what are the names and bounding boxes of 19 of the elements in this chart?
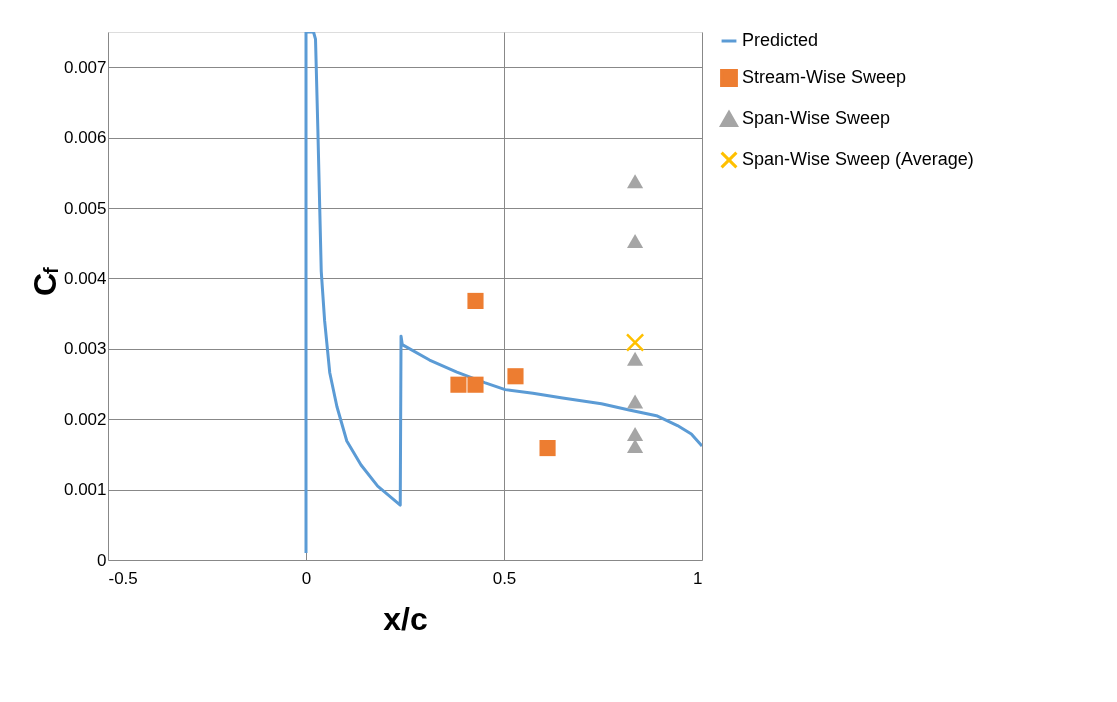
legend-label: Stream-Wise Sweep — [742, 67, 907, 87]
y-tick-label: 0.007 — [63, 57, 107, 77]
x-tick-label: 0 — [301, 568, 312, 588]
y-tick-label: 0.001 — [63, 480, 107, 500]
legend-label: Span-Wise Sweep (Average) — [742, 149, 974, 169]
legend-label: Span-Wise Sweep — [742, 108, 891, 128]
x-axis-title: x/c — [383, 600, 428, 637]
y-tick-label: 0.005 — [63, 198, 107, 218]
y-tick-label: 0.003 — [63, 339, 107, 359]
y-tick-label: 0.002 — [63, 409, 107, 429]
y-tick-label: 0.004 — [63, 268, 107, 288]
y-tick-label: 0.006 — [63, 128, 107, 148]
y-tick-label: 0 — [97, 550, 107, 570]
x-tick-label: 1 — [693, 568, 703, 588]
line-series — [304, 32, 702, 555]
y-axis-title: Cf — [27, 267, 63, 296]
x-tick-label: 0.5 — [492, 568, 517, 588]
legend-label: Predicted — [742, 30, 819, 50]
x-tick-label: -0.5 — [108, 568, 138, 588]
